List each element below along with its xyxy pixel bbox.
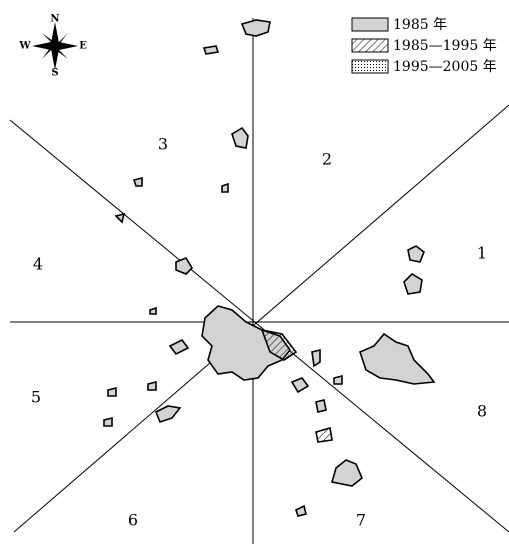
compass-east: E xyxy=(79,41,87,52)
sector-label: 6 xyxy=(128,511,138,530)
legend-label: 1995—2005 年 xyxy=(393,59,497,75)
sector-lines xyxy=(9,18,509,544)
compass-north: N xyxy=(50,14,59,25)
sector-label: 7 xyxy=(356,511,366,530)
legend-swatch xyxy=(351,59,389,74)
legend-swatch xyxy=(351,17,389,32)
sector-label: 2 xyxy=(322,150,332,169)
legend: 1985 年 1985—1995 年 1995—2005 年 xyxy=(351,17,497,75)
legend-swatch xyxy=(351,38,389,53)
legend-label: 1985—1995 年 xyxy=(393,38,497,54)
compass: N S E W xyxy=(18,14,87,79)
sector-label: 3 xyxy=(158,135,168,154)
compass-south: S xyxy=(51,68,58,79)
urban-patches xyxy=(103,19,436,517)
sector-label: 1 xyxy=(477,244,487,263)
legend-label: 1985 年 xyxy=(393,17,447,33)
sector-label: 8 xyxy=(477,402,487,421)
sector-label: 5 xyxy=(31,388,41,407)
sector-labels: 1 2 3 4 5 6 7 8 xyxy=(31,135,487,530)
sector-label: 4 xyxy=(33,255,43,274)
compass-west: W xyxy=(18,41,31,52)
